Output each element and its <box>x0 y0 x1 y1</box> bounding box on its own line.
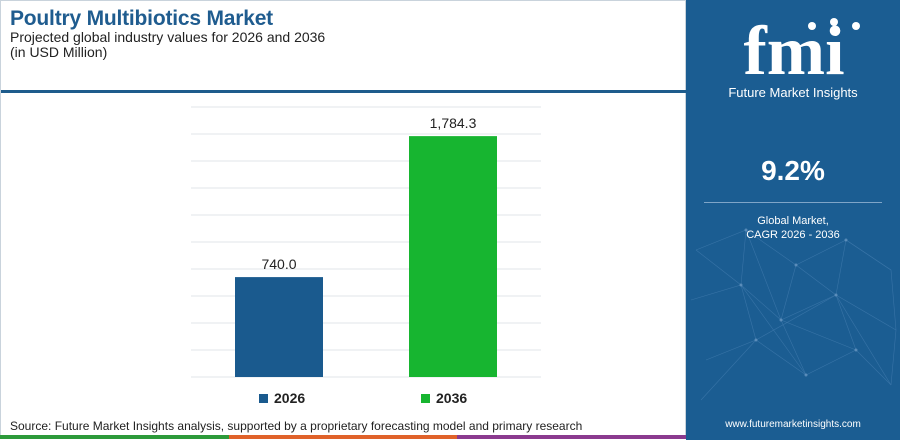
legend-label-2036: 2036 <box>436 390 468 406</box>
header-divider <box>1 90 687 93</box>
website-link[interactable]: www.futuremarketinsights.com <box>725 419 861 430</box>
legend-item-2026: 2026 <box>259 390 305 406</box>
chart-frame: Poultry Multibiotics Market Projected gl… <box>0 0 687 438</box>
unit-label: (in USD Million) <box>10 44 108 60</box>
brand-name: Future Market Insights <box>728 85 858 100</box>
panel-divider <box>704 202 882 203</box>
data-label-2036: 1,784.3 <box>430 115 477 131</box>
footer-strip-green <box>0 435 229 439</box>
cagr-label-line1: Global Market, <box>757 215 829 227</box>
page-title: Poultry Multibiotics Market <box>10 7 273 30</box>
chart-subtitle: Projected global industry values for 202… <box>10 29 326 45</box>
bar-2036 <box>409 136 497 377</box>
legend-swatch-2036 <box>421 393 430 403</box>
footer-strip-orange <box>229 435 457 439</box>
bar-chart: 740.0 1,784.3 <box>191 106 541 378</box>
fmi-logo: fmi <box>743 13 860 82</box>
cagr-value: 9.2% <box>761 155 825 186</box>
footer-strip-purple <box>457 435 686 439</box>
source-note: Source: Future Market Insights analysis,… <box>10 419 583 433</box>
legend-item-2036: 2036 <box>421 390 467 406</box>
bar-2026 <box>235 277 323 377</box>
cagr-label-line2: CAGR 2026 - 2036 <box>746 229 840 241</box>
data-label-2026: 740.0 <box>261 256 296 272</box>
legend-label-2026: 2026 <box>274 390 306 406</box>
svg-text:fmi: fmi <box>743 13 844 82</box>
cagr-label: Global Market, CAGR 2026 - 2036 <box>686 214 900 242</box>
legend-swatch-2026 <box>259 393 268 403</box>
network-pattern <box>690 228 897 401</box>
brand-panel: fmi Future Market Insights 9.2% Global M… <box>686 0 900 440</box>
